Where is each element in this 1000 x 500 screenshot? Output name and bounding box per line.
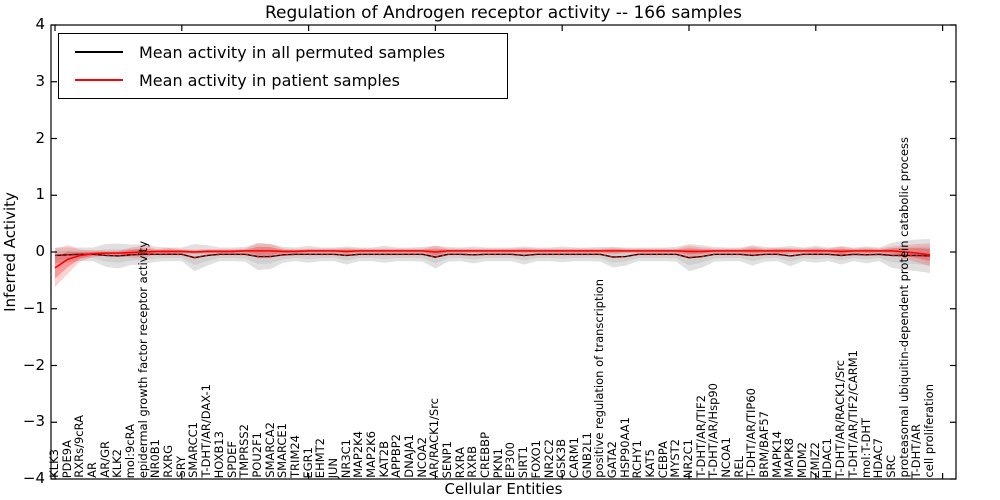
patient-mean-line [54, 250, 931, 269]
legend-row-permuted: Mean activity in all permuted samples [59, 39, 507, 65]
x-tick-label: TRIM24 [287, 435, 302, 478]
red-dotted-overlay-line [54, 253, 930, 259]
x-tick-label: FOXO1 [528, 439, 543, 478]
x-tick-label: SRC [883, 455, 898, 478]
legend: Mean activity in all permuted samples Me… [58, 33, 508, 99]
patient-std-band-core [55, 246, 930, 279]
y-tick-label: −4 [22, 469, 45, 487]
y-tick-label: −2 [22, 355, 45, 374]
x-axis-label: Cellular Entities [444, 480, 563, 498]
y-tick-label: 4 [35, 15, 45, 33]
x-tick-label: HOXB13 [211, 430, 226, 478]
legend-row-patient: Mean activity in patient samples [59, 67, 507, 93]
x-tick-label: KAT5 [642, 449, 657, 478]
legend-line-sample-patient [75, 79, 123, 81]
y-tick-label: 1 [35, 185, 45, 204]
x-tick-label: CARM1 [566, 436, 581, 478]
x-tick-label: POU2F1 [249, 432, 264, 478]
x-tick-label: JUN [325, 457, 340, 478]
patient-std-band [55, 243, 930, 288]
legend-label-patient: Mean activity in patient samples [139, 70, 400, 90]
legend-label-permuted: Mean activity in all permuted samples [139, 42, 446, 62]
x-tick-label: GATA2 [604, 440, 619, 478]
x-tick-label: T-DHT/AR/TIF2/CARM1 [845, 350, 860, 478]
legend-line-sample-permuted [75, 51, 123, 53]
y-tick-label: 3 [35, 71, 45, 90]
y-tick-label: −3 [22, 412, 45, 431]
y-tick-label: 0 [35, 242, 45, 260]
x-tick-label: cell proliferation [921, 384, 936, 478]
permuted-std-band [55, 238, 930, 273]
y-tick-label: 2 [35, 128, 45, 147]
y-tick-label: −1 [22, 298, 45, 317]
chart-title: Regulation of Androgen receptor activity… [265, 3, 742, 23]
